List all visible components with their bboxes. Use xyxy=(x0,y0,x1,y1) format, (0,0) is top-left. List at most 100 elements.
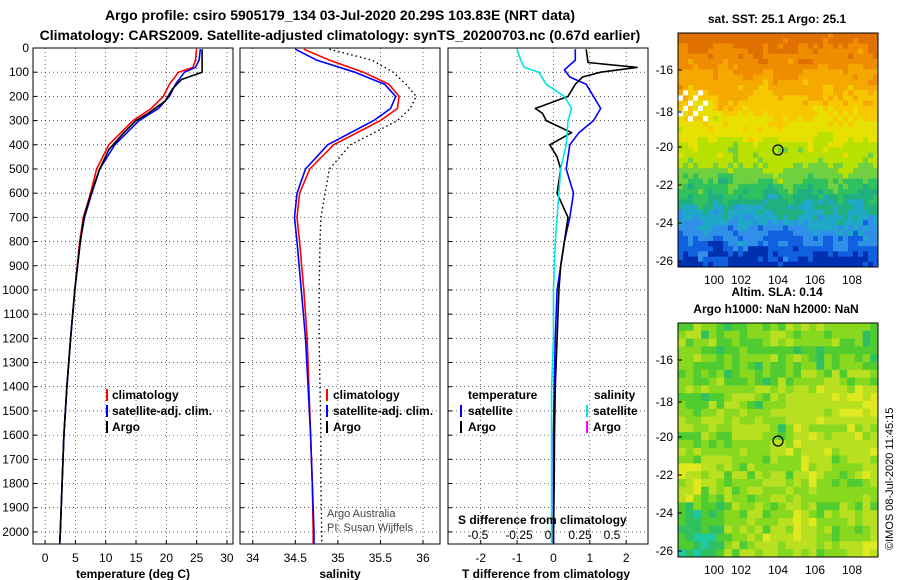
sst-map-cell xyxy=(738,85,744,91)
sst-map-cell xyxy=(753,105,759,112)
sst-map-cell xyxy=(693,178,699,185)
sst-map-cell xyxy=(758,178,764,185)
sla-map-cell xyxy=(685,385,694,394)
sst-map-cell xyxy=(848,220,854,226)
sst-map-cell xyxy=(798,246,804,252)
sst-map-cell xyxy=(853,152,859,159)
sst-map-cell xyxy=(823,241,829,247)
sla-map-cell xyxy=(808,330,817,339)
sla-map-cell xyxy=(754,408,764,417)
sst-map-cell xyxy=(838,53,844,60)
sst-map-cell xyxy=(778,256,784,263)
sla-map-cell xyxy=(801,502,810,511)
sst-map-cell xyxy=(868,246,874,252)
lat-tick-label: -18 xyxy=(656,395,674,409)
sla-map-cell xyxy=(854,393,864,402)
sst-map-cell xyxy=(693,105,699,112)
sst-map-cell xyxy=(718,105,724,112)
sst-map-cell xyxy=(813,163,819,169)
sst-map-cell xyxy=(858,48,864,55)
sst-map-cell xyxy=(833,241,839,247)
sla-map-cell xyxy=(870,330,879,339)
sst-map-cell xyxy=(813,74,819,81)
sla-map-cell xyxy=(870,447,879,456)
sla-map-cell xyxy=(716,486,725,495)
sla-map-cell xyxy=(708,510,717,519)
sla-map-cell xyxy=(808,549,817,558)
sst-map-cell xyxy=(698,53,704,60)
y-tick-label: 1200 xyxy=(2,331,29,345)
sla-map-cell xyxy=(747,377,756,386)
sst-map-cell xyxy=(828,48,834,55)
sla-map-cell xyxy=(824,447,833,456)
sst-map-cell xyxy=(783,100,789,107)
sst-map-cell xyxy=(748,59,754,65)
sla-map-cell xyxy=(824,346,833,355)
sla-map-cell xyxy=(785,338,794,347)
sst-map-cell xyxy=(858,209,864,216)
sst-map-cell xyxy=(848,183,854,190)
sst-map-cell xyxy=(708,85,714,91)
sst-map-cell xyxy=(688,121,694,127)
sst-map-cell xyxy=(753,142,759,148)
sst-map-cell xyxy=(873,256,879,263)
sst-map-cell xyxy=(868,100,874,107)
sst-map-cell xyxy=(698,126,704,133)
sst-map-cell xyxy=(808,256,814,263)
sla-map-cell xyxy=(785,502,794,511)
sla-map-cell xyxy=(724,447,733,456)
sst-map-cell xyxy=(848,215,854,221)
sst-map-cell xyxy=(853,235,859,242)
sla-map-cell xyxy=(678,533,687,542)
sla-map-cell xyxy=(770,471,779,480)
sst-map-cell xyxy=(738,215,744,221)
sst-map-cell xyxy=(728,43,734,49)
sst-map-cell xyxy=(833,100,839,107)
sst-map-cell xyxy=(678,251,684,257)
sst-map-cell xyxy=(693,64,699,70)
sst-map-cell xyxy=(838,225,844,231)
sst-map-cell xyxy=(708,168,714,174)
sla-map-cell xyxy=(808,416,817,425)
sst-map-cell xyxy=(698,251,704,257)
sst-map-cell xyxy=(683,79,689,86)
sst-map-cell xyxy=(728,90,734,96)
sst-map-cell xyxy=(853,225,859,231)
sst-map-cell xyxy=(773,194,779,200)
sst-map-cell xyxy=(823,126,829,133)
sst-map-cell xyxy=(678,137,684,143)
series-line-argo xyxy=(318,48,417,544)
sst-map-cell xyxy=(848,246,854,252)
sst-map-cell xyxy=(703,85,709,91)
sst-map-cell xyxy=(833,95,839,101)
sst-map-cell xyxy=(798,142,804,148)
sst-map-cell xyxy=(728,157,734,164)
sst-map-cell xyxy=(693,194,699,200)
sst-map-cell xyxy=(708,48,714,55)
x-tick-label: -2 xyxy=(475,551,486,565)
y-tick-label: 200 xyxy=(9,89,29,103)
sst-map-cell xyxy=(758,225,764,231)
sst-map-cell xyxy=(743,178,749,185)
sla-map-cell xyxy=(862,447,871,456)
sst-map-cell xyxy=(763,256,769,263)
sla-map-cell xyxy=(678,346,687,355)
sst-map-cell xyxy=(703,69,709,75)
sst-map-cell xyxy=(873,95,879,101)
sst-map-cell xyxy=(823,251,829,257)
sla-map-cell xyxy=(831,533,840,542)
sst-map-cell xyxy=(733,48,739,55)
sst-map-cell xyxy=(838,183,844,190)
sst-map-cell xyxy=(683,220,689,226)
sst-map-cell xyxy=(808,251,814,257)
sst-map-cell xyxy=(778,90,784,96)
sst-map-cell xyxy=(713,142,719,148)
sst-map-cell xyxy=(713,69,719,75)
sla-map-cell xyxy=(808,362,817,371)
sst-map-cell xyxy=(798,251,804,257)
sla-map-cell xyxy=(739,393,748,402)
sst-map-cell xyxy=(798,220,804,226)
sst-map-cell xyxy=(803,43,809,49)
sla-map-cell xyxy=(862,408,871,417)
sst-map-cell xyxy=(868,225,874,231)
